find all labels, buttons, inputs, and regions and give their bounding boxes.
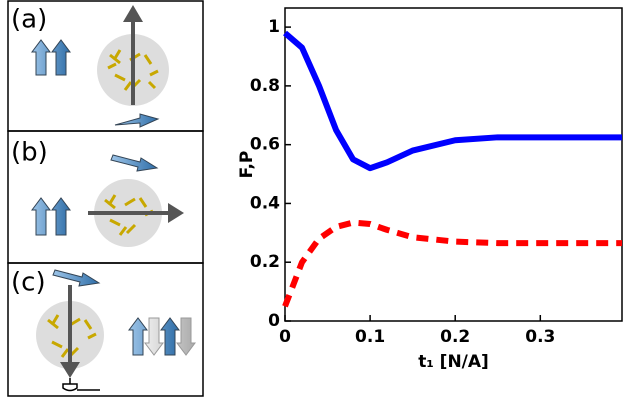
line-series <box>285 33 622 168</box>
panel-label: (a) <box>11 5 47 35</box>
field-arrow <box>111 155 157 171</box>
x-tick-label: 0.2 <box>440 327 470 347</box>
y-tick-label: 0.2 <box>250 252 280 272</box>
y-tick-label: 1 <box>268 17 280 37</box>
x-tick-label: 0.1 <box>355 327 385 347</box>
y-axis-label: F,P <box>237 151 257 179</box>
spin-arrows <box>32 198 70 235</box>
x-axis-label: t₁ [N/A] <box>418 352 489 372</box>
plot-frame <box>285 8 622 321</box>
field-arrow <box>115 114 158 127</box>
spin-arrows <box>32 40 70 75</box>
x-tick-label: 0 <box>279 327 291 347</box>
arrow-head <box>168 203 184 223</box>
y-tick-label: 0.4 <box>250 193 280 213</box>
y-tick-label: 0.8 <box>250 76 280 96</box>
detector <box>63 378 100 391</box>
x-tick-label: 0.3 <box>525 327 555 347</box>
line-series <box>285 223 622 307</box>
diagrams <box>32 5 195 391</box>
field-arrow <box>53 270 99 286</box>
panel-label: (b) <box>11 138 48 168</box>
panel-label: (c) <box>11 268 46 298</box>
arrow-head <box>123 5 143 22</box>
figure: (a) (b) (c) 00.20.40.60.8100.10.20.3t₁ [… <box>0 0 637 401</box>
arrow-head <box>60 362 80 378</box>
